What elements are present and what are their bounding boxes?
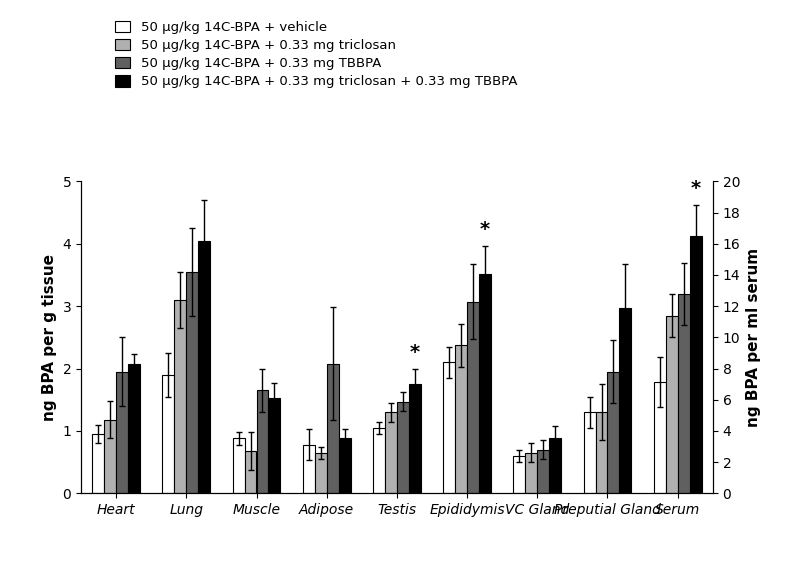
Bar	[339, 438, 351, 493]
Bar	[128, 363, 140, 493]
Bar	[678, 294, 689, 493]
Bar	[595, 412, 608, 493]
Bar	[257, 391, 268, 493]
Bar	[186, 272, 198, 493]
Bar	[104, 420, 116, 493]
Legend: 50 μg/kg 14C-BPA + vehicle, 50 μg/kg 14C-BPA + 0.33 mg triclosan, 50 μg/kg 14C-B: 50 μg/kg 14C-BPA + vehicle, 50 μg/kg 14C…	[112, 18, 520, 91]
Bar	[409, 384, 420, 493]
Bar	[455, 345, 467, 493]
Bar	[666, 315, 678, 493]
Bar	[326, 363, 339, 493]
Bar	[385, 412, 397, 493]
Bar	[245, 451, 257, 493]
Bar	[537, 450, 549, 493]
Bar	[654, 382, 666, 493]
Bar	[467, 302, 479, 493]
Y-axis label: ng BPA per ml serum: ng BPA per ml serum	[746, 248, 761, 427]
Bar	[608, 372, 620, 493]
Bar	[443, 362, 455, 493]
Bar	[373, 428, 385, 493]
Bar	[584, 412, 595, 493]
Bar	[163, 375, 174, 493]
Bar	[198, 241, 210, 493]
Bar	[689, 236, 701, 493]
Bar	[303, 445, 315, 493]
Y-axis label: ng BPA per g tissue: ng BPA per g tissue	[42, 254, 57, 421]
Text: *: *	[691, 179, 701, 198]
Bar	[514, 456, 526, 493]
Bar	[315, 452, 326, 493]
Bar	[232, 438, 245, 493]
Bar	[268, 399, 280, 493]
Bar	[92, 434, 104, 493]
Bar	[174, 300, 186, 493]
Text: *: *	[410, 343, 420, 362]
Bar	[620, 308, 631, 493]
Text: *: *	[480, 221, 490, 239]
Bar	[479, 274, 491, 493]
Bar	[116, 372, 128, 493]
Bar	[526, 452, 537, 493]
Bar	[397, 401, 409, 493]
Bar	[549, 438, 561, 493]
